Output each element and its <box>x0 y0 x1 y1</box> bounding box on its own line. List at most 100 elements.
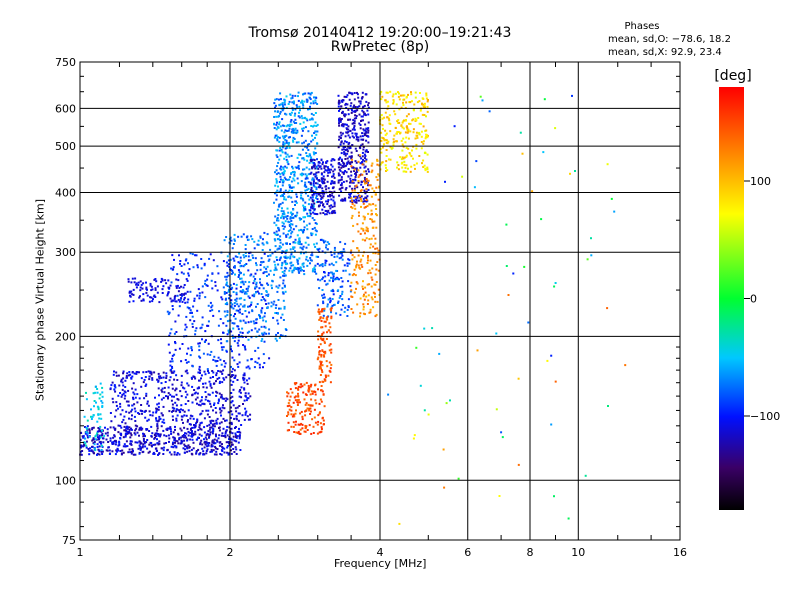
data-point <box>438 352 441 355</box>
data-point <box>340 308 343 311</box>
data-point <box>138 427 141 430</box>
data-point <box>331 165 334 168</box>
data-point <box>295 420 297 423</box>
data-point <box>167 343 170 346</box>
data-point <box>375 313 378 316</box>
data-point <box>283 198 286 201</box>
data-point <box>361 163 364 166</box>
data-point <box>288 112 291 115</box>
data-point <box>531 190 534 193</box>
data-point <box>185 414 188 417</box>
data-point <box>399 156 402 159</box>
data-point <box>227 274 230 277</box>
data-point <box>314 130 317 133</box>
data-point <box>235 410 238 413</box>
data-point <box>385 132 388 135</box>
data-point <box>288 221 291 224</box>
data-point <box>337 302 339 304</box>
data-point <box>234 313 236 315</box>
data-point <box>214 284 217 287</box>
point-cluster <box>83 382 106 452</box>
data-point <box>412 437 415 440</box>
data-point <box>213 355 216 358</box>
data-point <box>274 250 277 253</box>
data-point <box>367 129 370 132</box>
data-point <box>282 168 285 171</box>
data-point <box>235 417 238 420</box>
data-point <box>234 376 237 379</box>
data-point <box>104 426 106 429</box>
data-point <box>139 446 142 448</box>
data-point <box>312 268 315 271</box>
data-point <box>291 391 294 394</box>
data-point <box>124 435 127 438</box>
data-point <box>247 321 250 324</box>
data-point <box>227 452 230 455</box>
data-point <box>300 243 303 246</box>
data-point <box>177 314 180 317</box>
data-point <box>291 165 294 168</box>
data-point <box>521 152 524 155</box>
data-point <box>262 287 265 290</box>
data-point <box>156 403 159 406</box>
data-point <box>406 131 409 134</box>
data-point <box>410 155 413 158</box>
data-point <box>291 415 294 418</box>
data-point <box>324 213 326 216</box>
data-point <box>187 272 190 275</box>
data-point <box>226 445 229 447</box>
data-point <box>167 392 170 395</box>
data-point <box>308 161 311 164</box>
data-point <box>274 215 277 218</box>
data-point <box>151 414 154 417</box>
data-point <box>231 303 234 306</box>
data-point <box>324 240 327 243</box>
data-point <box>281 207 283 210</box>
data-point <box>142 439 145 442</box>
data-point <box>277 115 280 118</box>
data-point <box>313 208 316 211</box>
data-point <box>238 435 241 438</box>
data-point <box>251 294 254 297</box>
data-point <box>223 239 226 242</box>
data-point <box>332 175 335 178</box>
data-point <box>387 140 390 143</box>
data-point <box>94 449 97 452</box>
data-point <box>349 118 352 121</box>
data-point <box>273 122 275 125</box>
data-point <box>282 292 285 295</box>
data-point <box>333 201 336 204</box>
data-point <box>202 386 205 389</box>
data-point <box>263 315 266 318</box>
data-point <box>323 378 326 381</box>
data-point <box>239 320 242 323</box>
data-point <box>309 159 312 162</box>
data-point <box>228 426 231 429</box>
data-point <box>198 349 201 352</box>
data-point <box>333 168 336 171</box>
data-point <box>283 131 286 134</box>
colorbar <box>719 87 744 510</box>
data-point <box>553 495 555 498</box>
data-point <box>403 160 406 163</box>
data-point <box>88 449 91 452</box>
data-point <box>323 340 326 343</box>
data-point <box>408 122 410 125</box>
data-point <box>194 430 197 433</box>
data-point <box>117 394 120 397</box>
data-point <box>311 161 314 164</box>
data-point <box>277 263 280 266</box>
data-point <box>338 168 341 171</box>
data-point <box>218 429 221 432</box>
data-point <box>278 149 281 152</box>
data-point <box>224 434 226 437</box>
data-point <box>284 260 287 262</box>
y-tick-label: 200 <box>55 330 76 343</box>
data-point <box>311 198 314 201</box>
data-point <box>367 255 369 258</box>
data-point <box>225 278 228 281</box>
data-point <box>414 167 416 170</box>
data-point <box>341 124 344 126</box>
data-point <box>227 453 230 456</box>
data-point <box>130 443 133 446</box>
